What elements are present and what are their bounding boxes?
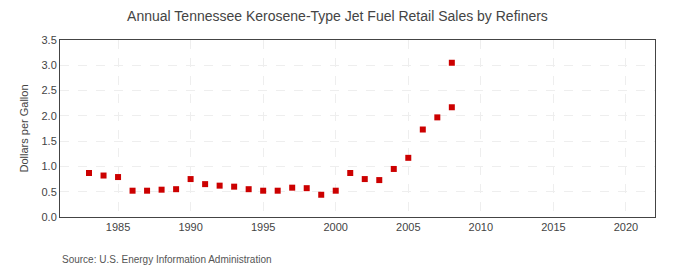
- svg-text:2020: 2020: [614, 221, 638, 233]
- svg-text:2.5: 2.5: [42, 84, 57, 96]
- svg-text:1990: 1990: [178, 221, 202, 233]
- svg-text:3.0: 3.0: [42, 59, 57, 71]
- svg-text:1985: 1985: [106, 221, 130, 233]
- svg-text:2015: 2015: [541, 221, 565, 233]
- svg-text:Dollars per Gallon: Dollars per Gallon: [18, 84, 30, 172]
- svg-text:1.0: 1.0: [42, 160, 57, 172]
- svg-text:1.5: 1.5: [42, 135, 57, 147]
- svg-text:0.0: 0.0: [42, 211, 57, 223]
- svg-text:2010: 2010: [469, 221, 493, 233]
- svg-text:Annual Tennessee Kerosene-Type: Annual Tennessee Kerosene-Type Jet Fuel …: [127, 8, 548, 24]
- svg-text:3.5: 3.5: [42, 34, 57, 46]
- svg-text:Source: U.S. Energy Informatio: Source: U.S. Energy Information Administ…: [62, 254, 272, 265]
- svg-text:2005: 2005: [396, 221, 420, 233]
- svg-text:2000: 2000: [323, 221, 347, 233]
- svg-text:1995: 1995: [251, 221, 275, 233]
- svg-text:2.0: 2.0: [42, 110, 57, 122]
- svg-text:0.5: 0.5: [42, 186, 57, 198]
